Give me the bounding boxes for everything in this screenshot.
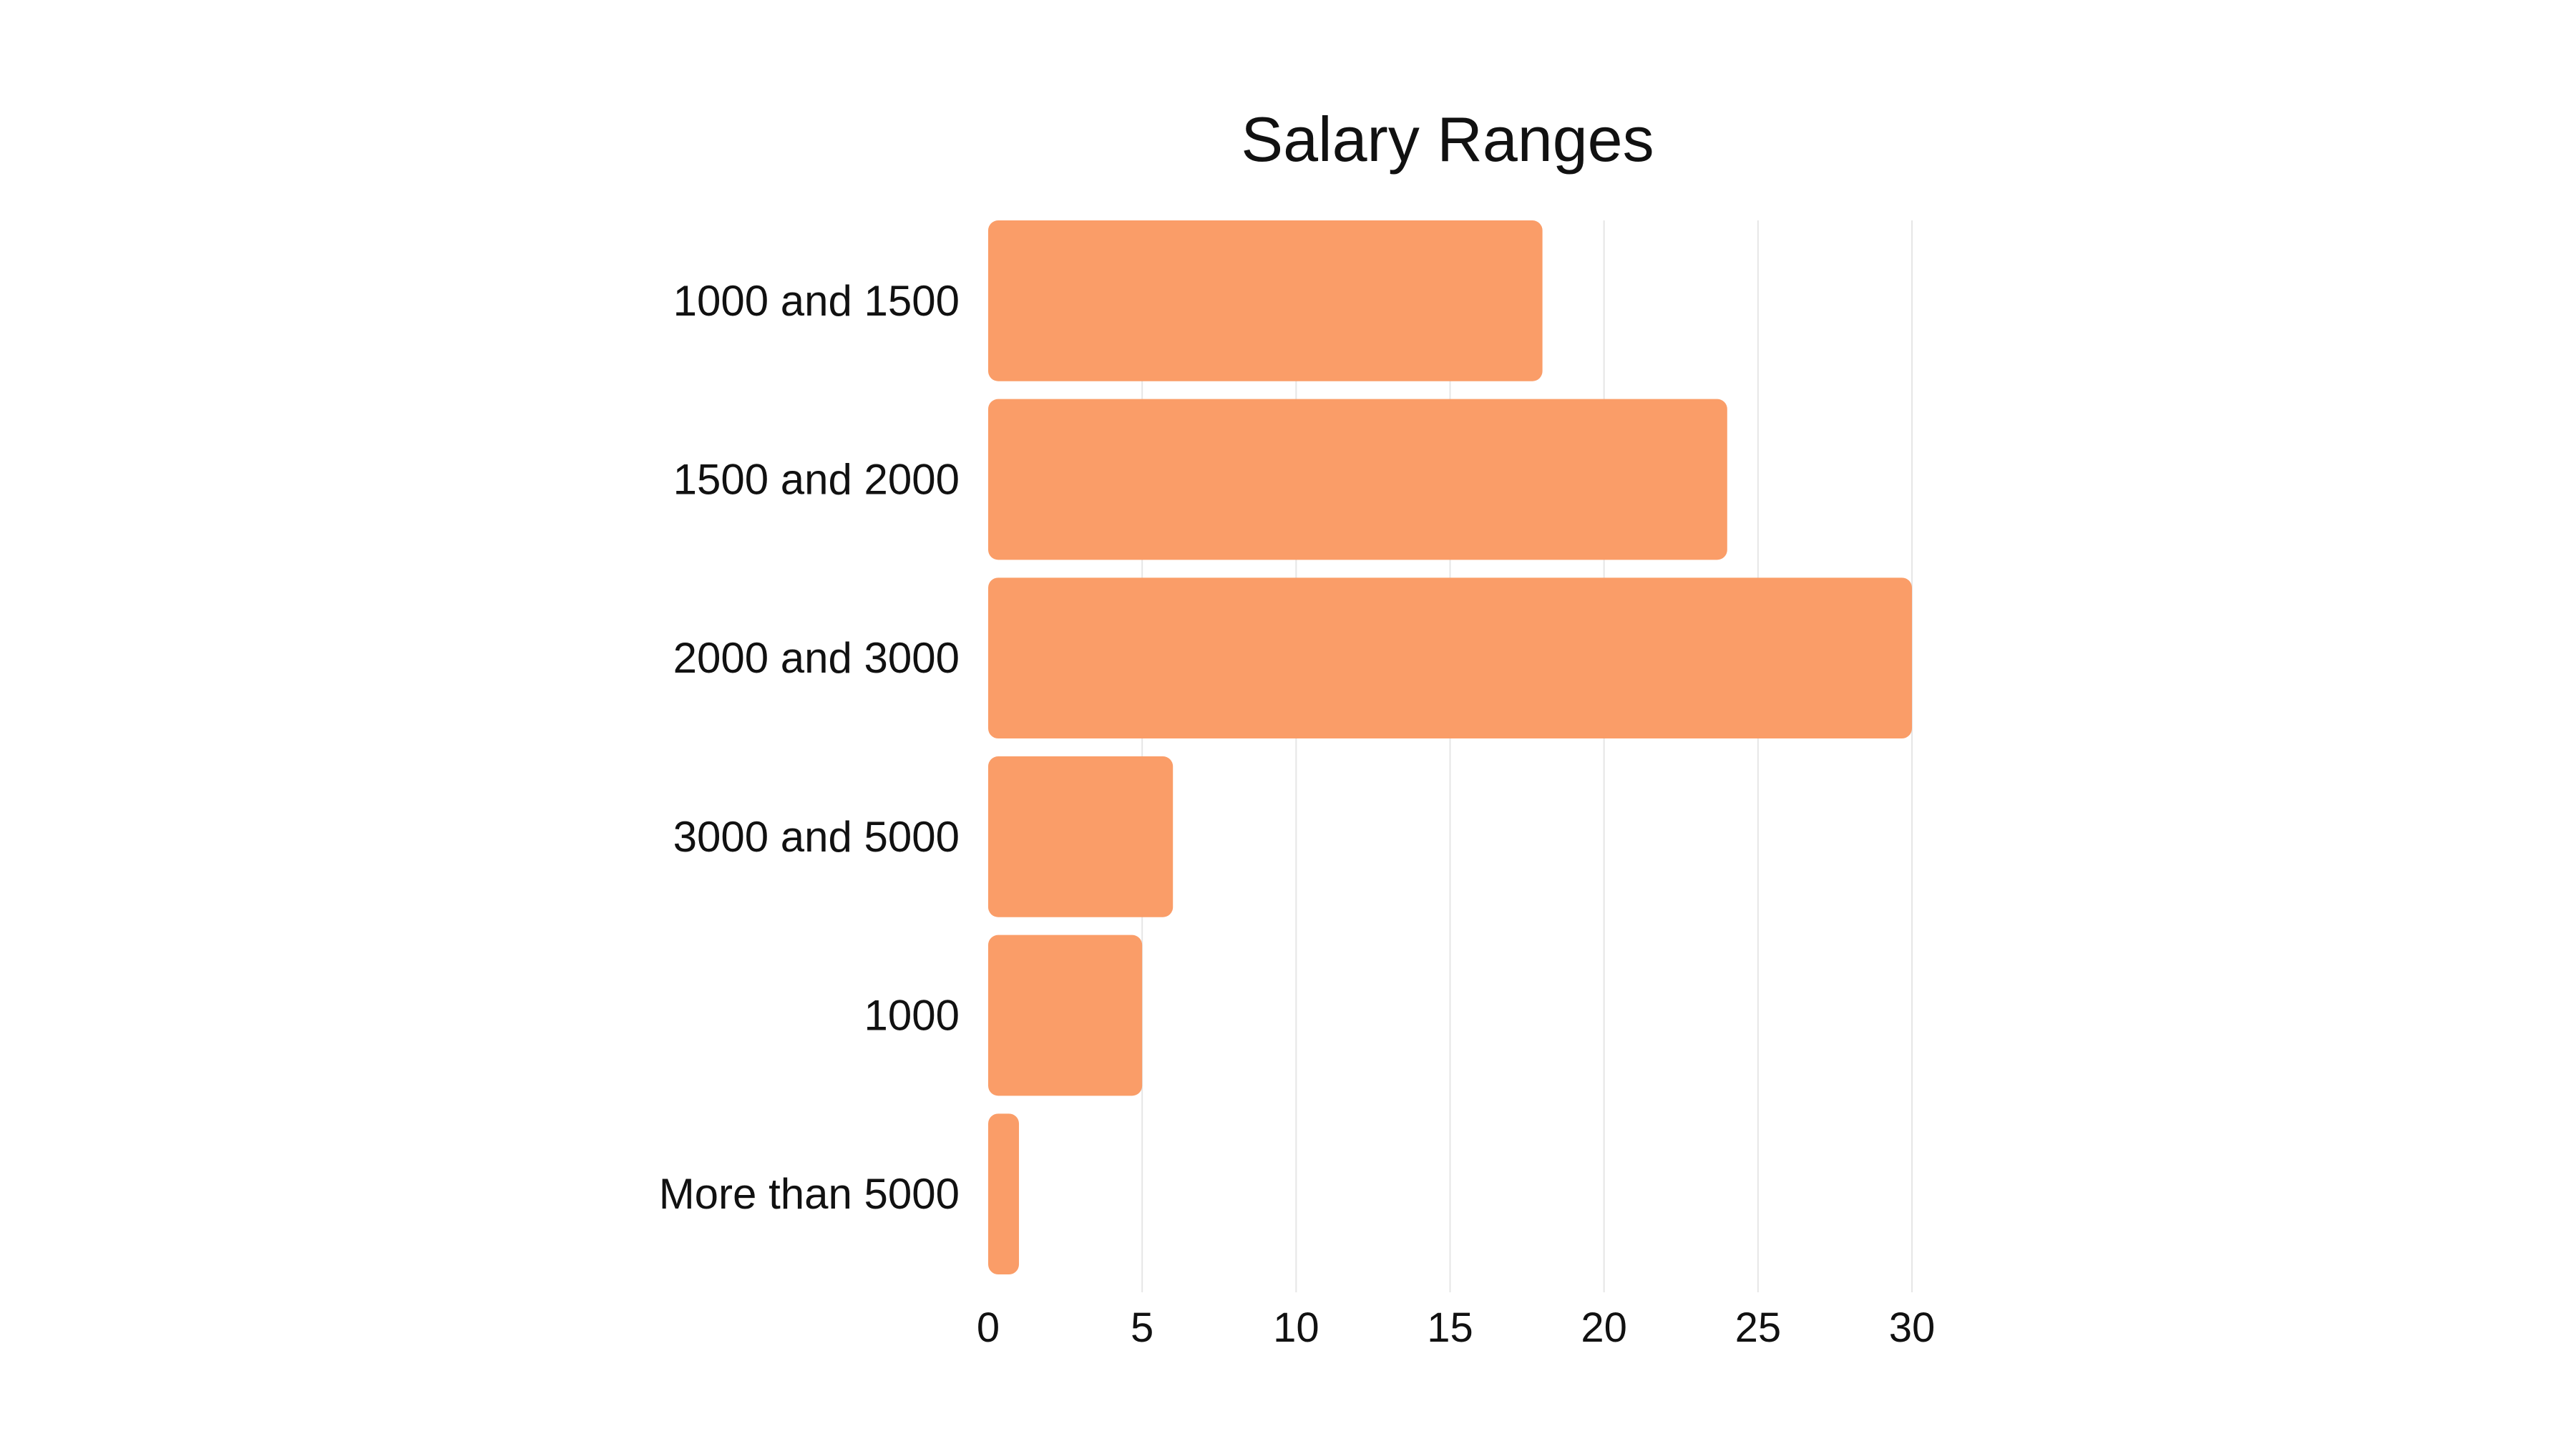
category-label: 3000 and 5000	[673, 813, 960, 861]
bar	[988, 756, 1174, 917]
bar	[988, 577, 1912, 739]
x-tick-label: 20	[1581, 1304, 1627, 1351]
bar	[988, 220, 1543, 381]
x-tick-label: 0	[977, 1304, 1000, 1351]
category-label: More than 5000	[659, 1170, 960, 1218]
category-label: 1500 and 2000	[673, 456, 960, 504]
x-tick-label: 10	[1273, 1304, 1319, 1351]
category-label: 2000 and 3000	[673, 634, 960, 682]
bar	[988, 399, 1727, 560]
x-tick-label: 25	[1735, 1304, 1782, 1351]
x-tick-label: 30	[1889, 1304, 1936, 1351]
chart-title: Salary Ranges	[1241, 104, 1654, 175]
category-labels: 1000 and 1500 1500 and 2000 2000 and 3000 3…	[659, 277, 960, 1218]
x-axis-tick-labels: 0 5 10 15 20 25 30	[977, 1304, 1935, 1351]
bar	[988, 1113, 1020, 1275]
bars	[988, 220, 1912, 1275]
bar	[988, 935, 1143, 1096]
category-label: 1000 and 1500	[673, 277, 960, 325]
x-tick-label: 15	[1427, 1304, 1473, 1351]
x-tick-label: 5	[1131, 1304, 1153, 1351]
category-label: 1000	[864, 992, 960, 1040]
